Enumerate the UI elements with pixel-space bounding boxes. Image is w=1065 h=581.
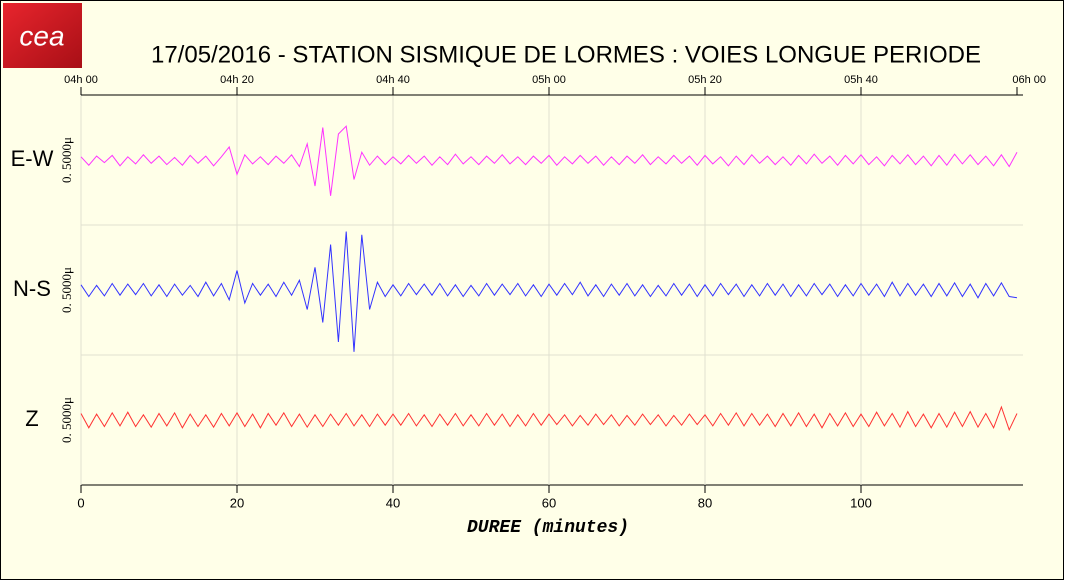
top-tick-label: 06h 00: [1012, 74, 1046, 86]
top-tick-label: 04h 20: [220, 74, 254, 86]
scale-label: 0. 5000μ: [59, 397, 74, 443]
x-tick-label: 20: [230, 495, 244, 510]
chart: cea 17/05/2016 - STATION SISMIQUE DE LOR…: [0, 0, 1065, 581]
top-tick-label: 05h 40: [844, 74, 878, 86]
top-tick-label: 04h 40: [376, 74, 410, 86]
x-axis-label: DUREE (minutes): [467, 518, 629, 538]
chart-title: 17/05/2016 - STATION SISMIQUE DE LORMES …: [151, 41, 981, 68]
trace-name: Z: [25, 406, 38, 431]
x-tick-label: 40: [386, 495, 400, 510]
trace-name: N-S: [13, 276, 51, 301]
scale-label: 0. 5000μ: [59, 137, 74, 183]
x-tick-label: 100: [850, 495, 872, 510]
x-tick-label: 0: [77, 495, 84, 510]
x-tick-label: 80: [698, 495, 712, 510]
top-tick-label: 05h 00: [532, 74, 566, 86]
trace-name: E-W: [11, 146, 54, 171]
top-tick-label: 04h 00: [64, 74, 98, 86]
scale-label: 0. 5000μ: [59, 267, 74, 313]
logo: cea: [19, 20, 64, 51]
top-tick-label: 05h 20: [688, 74, 722, 86]
x-tick-label: 60: [542, 495, 556, 510]
